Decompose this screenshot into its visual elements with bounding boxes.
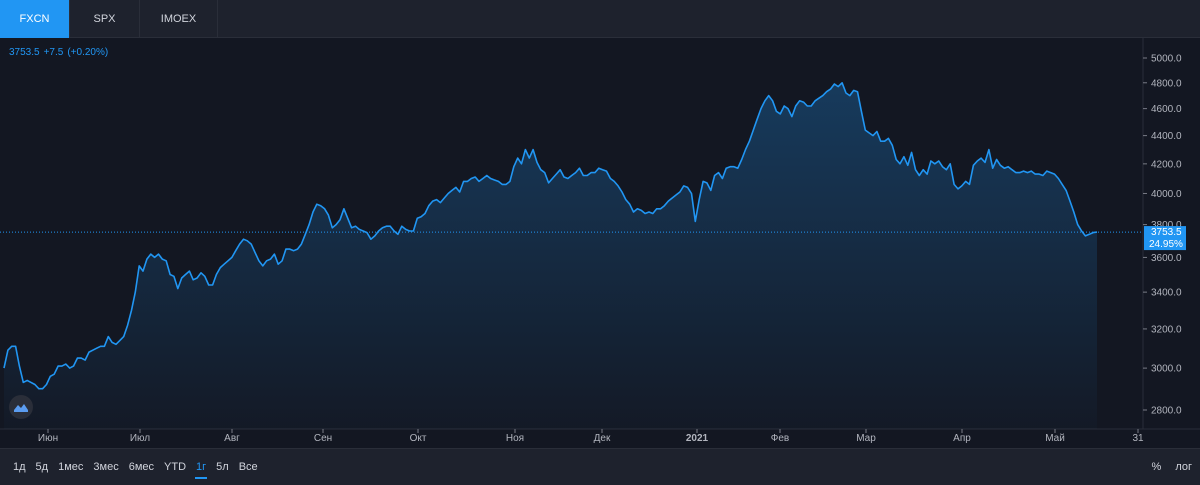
y-tick-label: 2800.0 bbox=[1151, 406, 1182, 417]
chart-area[interactable]: 2800.0 3000.0 3200.0 3400.0 3600.0 3800.0 4000… bbox=[0, 38, 1200, 448]
legend-change: +7.5 bbox=[43, 47, 64, 58]
tab-imoex[interactable]: IMOEX bbox=[140, 0, 218, 38]
last-price-tag bbox=[1144, 226, 1186, 251]
range-5d-button[interactable]: 5д bbox=[35, 461, 49, 473]
y-tick-label: 3800.0 bbox=[1151, 220, 1182, 231]
x-tick-label: Фев bbox=[771, 433, 789, 444]
range-3m-button[interactable]: 3мес bbox=[93, 461, 119, 473]
range-buttons: 1д 5д 1мес 3мес 6мес YTD 1г 5л Все bbox=[8, 449, 263, 485]
last-price-pct: 24.95% bbox=[1149, 239, 1183, 250]
legend-change-pct: (+0.20%) bbox=[67, 47, 109, 58]
range-ytd-button[interactable]: YTD bbox=[164, 461, 187, 473]
y-tick-label: 4400.0 bbox=[1151, 131, 1182, 142]
price-series-line bbox=[3, 82, 1098, 390]
x-tick-label: Апр bbox=[953, 433, 971, 444]
x-tick-label: 31 bbox=[1132, 433, 1144, 444]
x-tick-label: Ноя bbox=[506, 433, 524, 444]
x-tick-label: Июн bbox=[38, 433, 58, 444]
x-tick-label: 2021 bbox=[686, 433, 709, 444]
range-toolbar: 1д 5д 1мес 3мес 6мес YTD 1г 5л Все % лог bbox=[0, 448, 1200, 485]
cloud-logo-icon[interactable] bbox=[9, 395, 33, 419]
last-price-value: 3753.5 bbox=[1151, 227, 1182, 238]
x-tick-label: Дек bbox=[594, 433, 611, 444]
range-all-button[interactable]: Все bbox=[238, 461, 258, 473]
x-tick-label: Авг bbox=[224, 433, 240, 444]
price-legend: 3753.5 +7.5 (+0.20%) bbox=[9, 47, 112, 58]
tab-spx[interactable]: SPX bbox=[70, 0, 140, 38]
log-scale-button[interactable]: лог bbox=[1175, 461, 1192, 473]
x-tick-label: Май bbox=[1045, 433, 1065, 444]
x-tick-label: Мар bbox=[856, 433, 876, 444]
x-tick-label: Сен bbox=[314, 433, 332, 444]
y-tick-label: 4800.0 bbox=[1151, 78, 1182, 89]
symbol-tab-bar: FXCN SPX IMOEX bbox=[0, 0, 1200, 38]
range-1y-button[interactable]: 1г bbox=[191, 457, 211, 479]
y-tick-label: 3600.0 bbox=[1151, 253, 1182, 264]
range-6m-button[interactable]: 6мес bbox=[128, 461, 155, 473]
x-tick-label: Окт bbox=[410, 433, 427, 444]
y-tick-label: 3400.0 bbox=[1151, 288, 1182, 299]
price-area-fill bbox=[4, 82, 1097, 430]
y-tick-label: 4600.0 bbox=[1151, 104, 1182, 115]
y-tick-label: 3000.0 bbox=[1151, 364, 1182, 375]
tab-fxcn[interactable]: FXCN bbox=[0, 0, 70, 38]
range-5y-button[interactable]: 5л bbox=[216, 461, 229, 473]
y-tick-label: 3200.0 bbox=[1151, 324, 1182, 335]
y-tick-label: 4000.0 bbox=[1151, 189, 1182, 200]
legend-price: 3753.5 bbox=[9, 47, 40, 58]
y-tick-label: 5000.0 bbox=[1151, 54, 1182, 65]
range-1m-button[interactable]: 1мес bbox=[58, 461, 84, 473]
range-1d-button[interactable]: 1д bbox=[13, 461, 26, 473]
price-chart[interactable]: 2800.0 3000.0 3200.0 3400.0 3600.0 3800.0 4000… bbox=[0, 38, 1200, 448]
percent-scale-button[interactable]: % bbox=[1151, 461, 1162, 473]
x-tick-label: Июл bbox=[130, 433, 150, 444]
y-tick-label: 4200.0 bbox=[1151, 159, 1182, 170]
scale-options: % лог bbox=[1138, 449, 1192, 485]
